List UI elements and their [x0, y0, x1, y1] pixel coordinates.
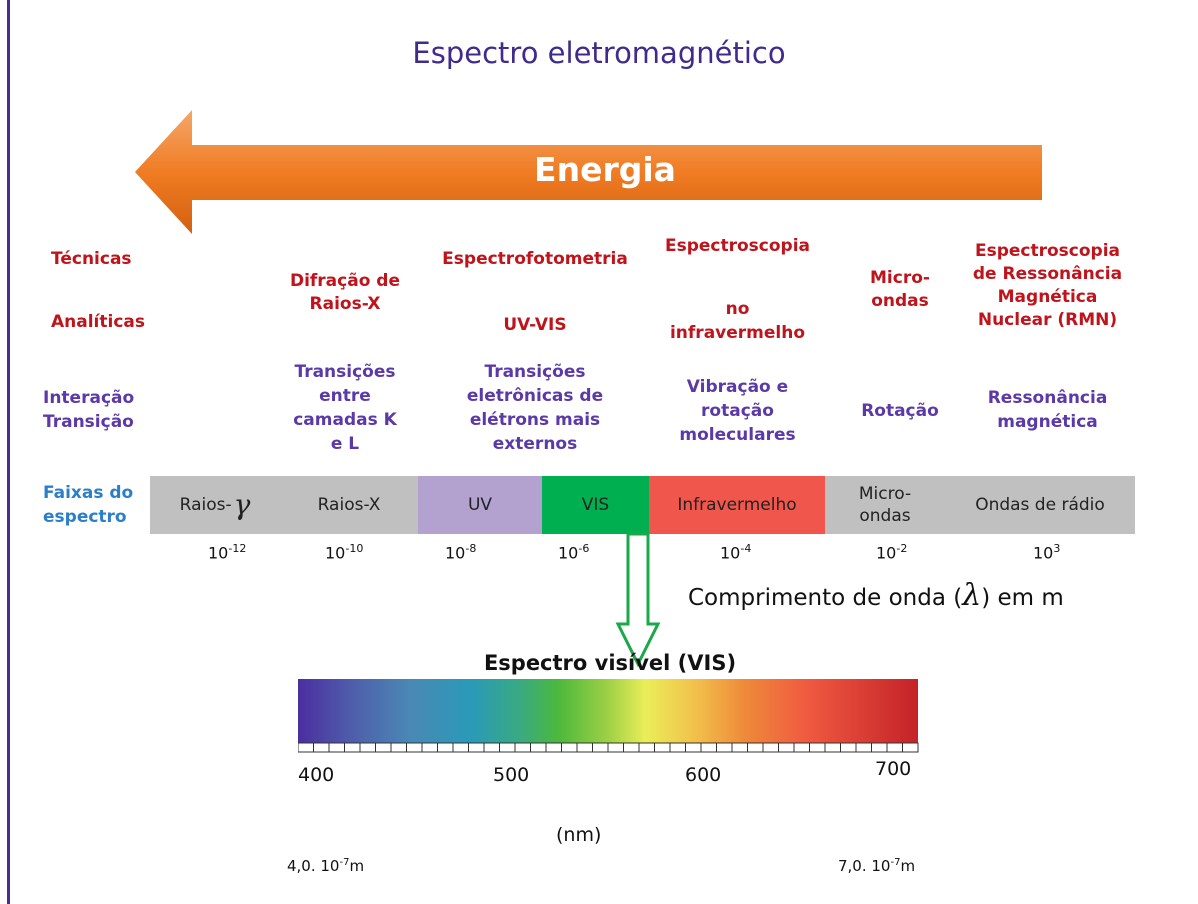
visible-zoom-arrow	[615, 532, 661, 668]
interaction-radio-line1: Ressonância	[987, 388, 1108, 408]
band-gamma-label: Raios-	[179, 495, 232, 515]
technique-spectrophotometry: Espectrofotometria	[442, 249, 628, 269]
technique-nmr: Espectroscopia de Ressonância Magnética …	[955, 240, 1140, 332]
visible-min-meters: 4,0. 10-7m	[287, 857, 365, 875]
band-xray: Raios-X	[317, 495, 381, 515]
technique-xray-diffraction: Difração de Raios-X	[275, 270, 415, 316]
band-uv: UV	[418, 476, 542, 534]
visible-spectrum-title: Espectro visível (VIS)	[483, 651, 737, 675]
wavelength-tick-4: 10-6	[558, 542, 590, 563]
row-label-tecnicas: Técnicas	[51, 249, 132, 269]
interaction-uvvis-line1: Transições	[484, 362, 586, 382]
band-gamma: Raios-γ	[150, 476, 280, 534]
left-border-rule	[7, 0, 10, 904]
nm-tick-500: 500	[493, 764, 530, 786]
band-radio: Ondas de rádio	[945, 476, 1135, 534]
interaction-xray-line2: entre	[319, 386, 371, 406]
visible-gradient	[298, 679, 918, 743]
band-microwave: Micro- ondas	[825, 476, 945, 534]
row-label-faixas: Faixas do	[43, 483, 134, 503]
interaction-uvvis-line4: externos	[492, 434, 578, 454]
interaction-microwave: Rotação	[861, 401, 939, 421]
band-microwave-line2: ondas	[859, 506, 911, 526]
nm-tick-400: 400	[298, 764, 335, 786]
interaction-uvvis-line3: elétrons mais	[469, 410, 601, 430]
visible-max-meters: 7,0. 10-7m	[838, 857, 916, 875]
wavelength-tick-2: 10-10	[325, 542, 364, 563]
energy-arrow-shape	[135, 110, 1042, 234]
technique-nmr-line3: Magnética	[997, 287, 1098, 307]
interaction-radio-line2: magnética	[997, 412, 1098, 432]
interaction-ir-line1: Vibração e	[686, 377, 789, 397]
wavelength-axis-label: Comprimento de onda (λ) em m	[688, 578, 1064, 613]
interaction-radio: Ressonância magnética	[955, 386, 1140, 434]
technique-microwave: Micro- ondas	[840, 267, 960, 313]
diagram-title: Espectro eletromagnético	[412, 36, 786, 70]
technique-nmr-line4: Nuclear (RMN)	[977, 310, 1118, 330]
nm-ruler-ticks	[298, 743, 919, 752]
band-infrared: Infravermelho	[649, 476, 825, 534]
interaction-infrared: Vibração e rotação moleculares	[650, 375, 825, 447]
lambda-symbol: λ	[962, 578, 982, 613]
technique-microwave-line2: ondas	[871, 291, 929, 311]
interaction-uvvis: Transições eletrônicas de elétrons mais …	[425, 360, 645, 456]
wavelength-tick-1: 10-12	[208, 542, 247, 563]
interaction-xray-line3: camadas K	[293, 410, 397, 430]
wavelength-tick-6: 10-2	[876, 542, 908, 563]
wavelength-tick-7: 103	[1033, 542, 1061, 563]
wavelength-tick-5: 10-4	[720, 542, 752, 563]
row-label-interacao: Interação	[43, 388, 135, 408]
row-label-espectro: espectro	[43, 507, 127, 527]
nm-tick-700: 700	[875, 758, 912, 780]
gamma-symbol: γ	[233, 488, 251, 521]
interaction-xray: Transições entre camadas K e L	[275, 360, 415, 456]
band-gamma-xray-bg	[150, 476, 418, 534]
technique-xray-line1: Difração de	[289, 271, 401, 291]
technique-xray-line2: Raios-X	[309, 294, 381, 314]
interaction-xray-line1: Transições	[294, 362, 396, 382]
row-label-analiticas: Analíticas	[51, 312, 146, 332]
nm-tick-600: 600	[685, 764, 722, 786]
technique-microwave-line1: Micro-	[870, 268, 930, 288]
interaction-ir-line2: rotação	[701, 401, 774, 421]
interaction-ir-line3: moleculares	[679, 425, 796, 445]
nm-unit-label: (nm)	[556, 824, 602, 846]
technique-spectroscopy: Espectroscopia	[664, 236, 811, 256]
band-microwave-line1: Micro-	[858, 484, 912, 504]
interaction-uvvis-line2: eletrônicas de	[466, 386, 604, 406]
row-label-transicao: Transição	[43, 412, 134, 432]
energy-arrow	[135, 110, 1042, 234]
technique-uvvis: UV-VIS	[503, 315, 567, 335]
technique-infrared: infravermelho	[669, 323, 806, 343]
band-vis: VIS	[542, 476, 649, 534]
wavelength-tick-3: 10-8	[445, 542, 477, 563]
visible-spectrum-bar	[298, 679, 919, 753]
interaction-xray-line4: e L	[330, 434, 360, 454]
technique-no: no	[725, 299, 750, 319]
technique-nmr-line1: Espectroscopia	[974, 241, 1121, 261]
technique-nmr-line2: de Ressonância	[972, 264, 1123, 284]
energy-label: Energia	[534, 150, 676, 189]
